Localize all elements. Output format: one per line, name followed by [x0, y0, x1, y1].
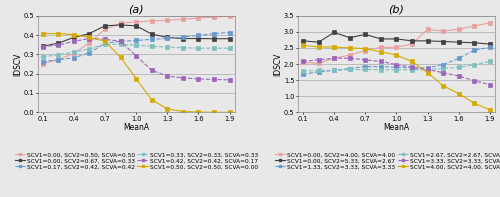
- X-axis label: MeanA: MeanA: [384, 123, 409, 132]
- Title: (a): (a): [128, 5, 144, 15]
- Y-axis label: IDSCV: IDSCV: [13, 52, 22, 76]
- Y-axis label: IDSCV: IDSCV: [274, 52, 282, 76]
- Title: (b): (b): [388, 5, 404, 15]
- X-axis label: MeanA: MeanA: [123, 123, 149, 132]
- Legend: SCV1=0.00, SCV2=0.50, SCVA=0.50, SCV1=0.00, SCV2=0.67, SCVA=0.33, SCV1=0.17, SCV: SCV1=0.00, SCV2=0.50, SCVA=0.50, SCV1=0.…: [12, 150, 260, 172]
- Legend: SCV1=0.00, SCV2=4.00, SCVA=4.00, SCV1=0.00, SCV2=5.33, SCVA=2.67, SCV1=1.33, SCV: SCV1=0.00, SCV2=4.00, SCVA=4.00, SCV1=0.…: [272, 150, 500, 172]
